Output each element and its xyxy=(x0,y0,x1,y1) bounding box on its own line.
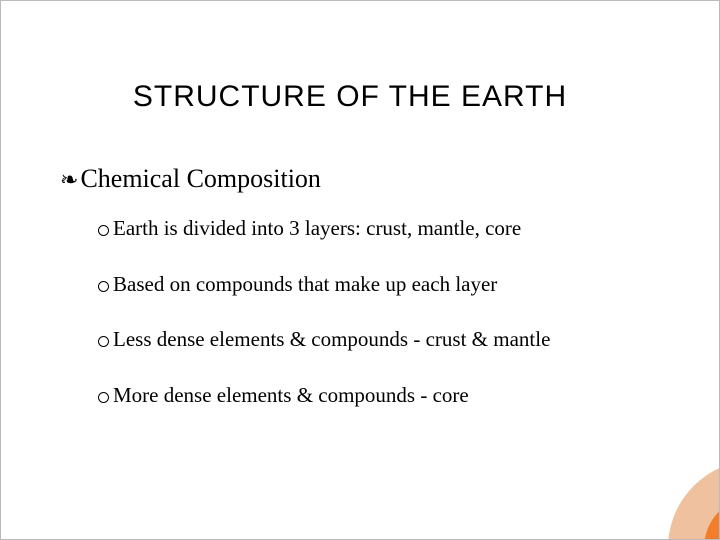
item-text: Based on compounds that make up each lay… xyxy=(113,272,497,296)
list-item: Earth is divided into 3 layers: crust, m… xyxy=(98,212,660,246)
item-text: Earth is divided into 3 layers: crust, m… xyxy=(113,216,521,240)
bullet-level1-icon: ❧ xyxy=(60,167,78,192)
hollow-circle-icon xyxy=(98,281,109,292)
corner-decoration xyxy=(656,448,720,540)
list-item: Based on compounds that make up each lay… xyxy=(98,268,660,302)
item-text: Less dense elements & compounds - crust … xyxy=(113,327,550,351)
list-item: Less dense elements & compounds - crust … xyxy=(98,323,660,357)
hollow-circle-icon xyxy=(98,225,109,236)
list-item: More dense elements & compounds - core xyxy=(98,379,660,413)
slide: STRUCTURE OF THE EARTH ❧Chemical Composi… xyxy=(0,0,720,540)
item-text: More dense elements & compounds - core xyxy=(113,383,469,407)
slide-title: STRUCTURE OF THE EARTH xyxy=(100,80,600,114)
hollow-circle-icon xyxy=(98,392,109,403)
heading-text: Chemical Composition xyxy=(80,164,321,193)
heading-level1: ❧Chemical Composition xyxy=(60,164,660,194)
hollow-circle-icon xyxy=(98,336,109,347)
